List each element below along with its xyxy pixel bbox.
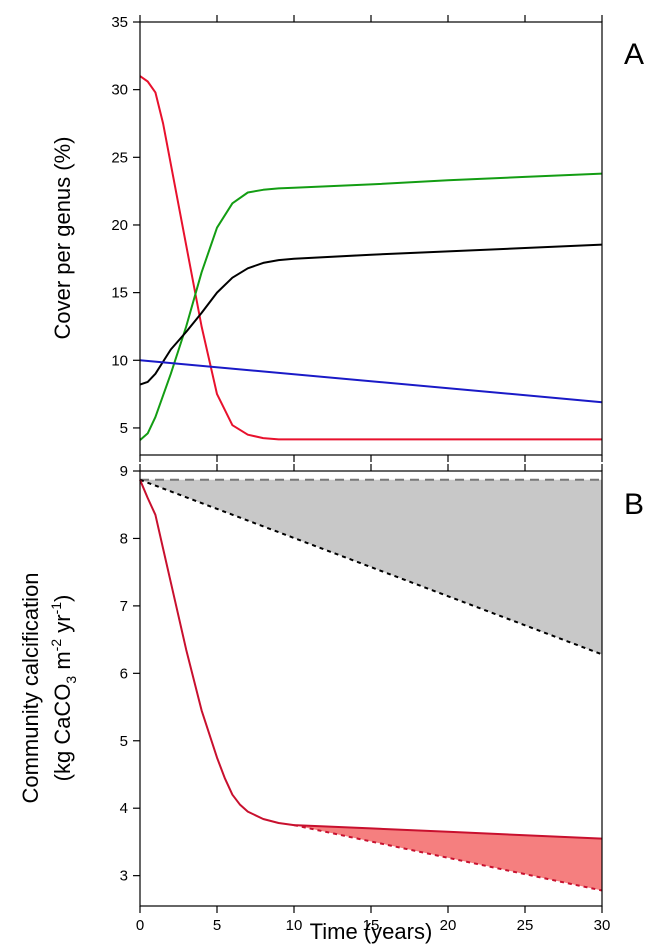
- panel-a-ytick-label: 30: [111, 82, 128, 99]
- panel-a-letter: A: [624, 38, 644, 71]
- panel-b-plot-area: [139, 478, 603, 892]
- panel-b-ytick-label: 5: [120, 733, 128, 750]
- panel-b-ticks: 3 4 5 6 7 8 9 0 5 10 15 20 25 30: [120, 463, 611, 934]
- panel-b-xtick-label: 10: [286, 917, 303, 934]
- panel-a-ticks: 5 10 15 20 25 30 35: [111, 14, 603, 462]
- panel-b-ytick-label: 7: [120, 598, 128, 615]
- panel-b-ylabel-line2: (kg CaCO3 m-2 yr-1): [48, 595, 79, 782]
- panel-a-series-line-1: [139, 172, 603, 441]
- panel-a-ytick-label: 5: [120, 420, 128, 437]
- panel-a-series-line-0: [139, 75, 602, 441]
- panel-b-red-shaded-area: [294, 825, 602, 891]
- panel-a-series-line-2: [139, 243, 603, 386]
- panel-b-xtick-label: 20: [440, 917, 457, 934]
- ylabel-m: m: [50, 651, 75, 675]
- panel-b-ytick-label: 8: [120, 530, 128, 547]
- panel-b-ytick-label: 4: [120, 800, 128, 817]
- panel-a-series-line-3: [139, 359, 603, 404]
- ylabel-kg: (kg CaCO: [50, 684, 75, 782]
- panel-b-xtick-label: 0: [136, 917, 144, 934]
- panel-b-ytick-label: 6: [120, 665, 128, 682]
- ylabel-close: ): [50, 595, 75, 602]
- panel-b-xlabel: Time (years): [310, 919, 433, 944]
- ylabel-yr: yr: [50, 614, 75, 638]
- panel-b-letter: B: [624, 488, 644, 521]
- panel-b-xtick-label: 30: [594, 917, 611, 934]
- panel-b: 3 4 5 6 7 8 9 0 5 10 15 20 25 30 Community calcificat…: [18, 463, 644, 944]
- panel-b-dotted-black-line: [139, 478, 603, 656]
- panel-a-frame: [139, 21, 603, 456]
- panel-b-xtick-label: 15: [363, 917, 380, 934]
- panel-a-ytick-label: 35: [111, 14, 128, 31]
- panel-b-ylabel-line1: Community calcification: [18, 572, 43, 803]
- panel-a-ytick-label: 25: [111, 149, 128, 166]
- panel-a-ytick-label: 10: [111, 352, 128, 369]
- panel-a-ylabel: Cover per genus (%): [50, 137, 75, 340]
- panel-b-ytick-label: 9: [120, 463, 128, 480]
- panel-a: 5 10 15 20 25 30 35 Cover per genus (%) A: [50, 14, 644, 462]
- panel-b-xtick-label: 25: [517, 917, 534, 934]
- panel-a-ytick-label: 15: [111, 285, 128, 302]
- panel-b-ytick-label: 3: [120, 868, 128, 885]
- ylabel-sub-3: 3: [63, 676, 79, 684]
- panel-a-ytick-label: 20: [111, 217, 128, 234]
- ylabel-sup-2: -2: [48, 639, 64, 652]
- panel-a-plot-area: [139, 75, 603, 441]
- panel-b-solid-red-line: [139, 479, 603, 840]
- panel-b-xtick-label: 5: [213, 917, 221, 934]
- ylabel-sup-1: -1: [48, 602, 64, 615]
